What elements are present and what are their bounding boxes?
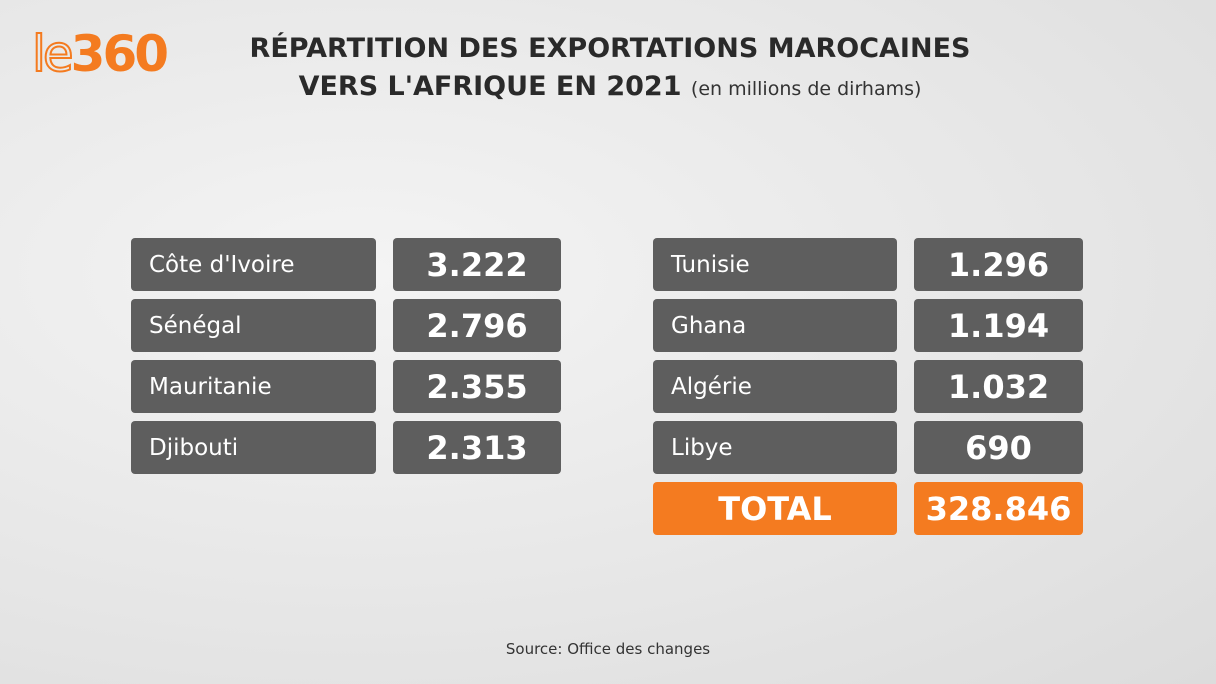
total-label: TOTAL	[653, 482, 897, 535]
country-label: Algérie	[653, 360, 897, 413]
export-value: 2.355	[393, 360, 561, 413]
country-label: Tunisie	[653, 238, 897, 291]
export-value: 1.296	[914, 238, 1083, 291]
title-line1: RÉPARTITION DES EXPORTATIONS MAROCAINES	[249, 33, 971, 64]
title-line2-text: VERS L'AFRIQUE EN 2021	[298, 71, 682, 102]
export-value: 690	[914, 421, 1083, 474]
source-note: Source: Office des changes	[505, 640, 711, 658]
title-line2: VERS L'AFRIQUE EN 2021 (en millions de d…	[200, 68, 1020, 108]
country-label: Ghana	[653, 299, 897, 352]
country-label: Côte d'Ivoire	[131, 238, 376, 291]
export-value: 1.032	[914, 360, 1083, 413]
export-value: 3.222	[393, 238, 561, 291]
export-value: 2.796	[393, 299, 561, 352]
title-unit: (en millions de dirhams)	[690, 78, 922, 100]
country-label: Libye	[653, 421, 897, 474]
export-value: 2.313	[393, 421, 561, 474]
country-label: Sénégal	[131, 299, 376, 352]
export-value: 1.194	[914, 299, 1083, 352]
country-label: Mauritanie	[131, 360, 376, 413]
page-title: RÉPARTITION DES EXPORTATIONS MAROCAINES …	[200, 30, 1020, 108]
le360-logo: le360	[31, 25, 169, 83]
country-label: Djibouti	[131, 421, 376, 474]
logo-le: le	[31, 25, 75, 83]
total-value: 328.846	[914, 482, 1083, 535]
logo-360: 360	[70, 25, 169, 83]
